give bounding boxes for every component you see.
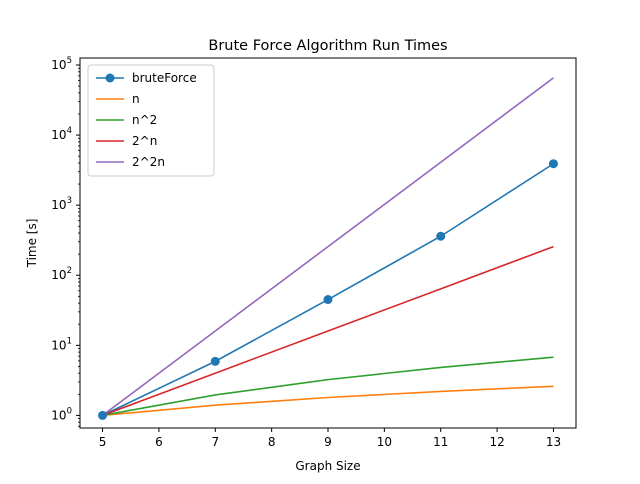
data-point-bruteForce <box>98 410 108 420</box>
y-tick-label: 100 <box>51 406 72 422</box>
y-tick-label: 101 <box>51 336 72 352</box>
y-axis-label: Time [s] <box>25 219 39 269</box>
series-line-n <box>102 385 554 417</box>
data-point-bruteForce <box>210 356 220 366</box>
legend: bruteForce n n^2 2^n 2^2n <box>87 64 215 177</box>
y-tick-label: 103 <box>51 196 72 212</box>
legend-marker <box>105 73 115 83</box>
y-axis: 100 101 102 103 104 105 <box>51 56 80 427</box>
x-tick-label: 5 <box>99 435 107 449</box>
legend-label: n^2 <box>132 113 157 127</box>
series-line-n^2 <box>102 356 554 417</box>
x-tick-label: 12 <box>489 435 504 449</box>
y-tick-label: 105 <box>51 56 72 72</box>
y-tick-label: 102 <box>51 266 72 282</box>
legend-label: 2^n <box>132 134 157 148</box>
x-axis: 5 6 7 8 9 10 11 12 13 <box>99 428 561 449</box>
legend-label: n <box>132 92 140 106</box>
y-tick-label: 104 <box>51 126 72 142</box>
data-point-bruteForce <box>323 295 333 305</box>
series-line-2^n <box>102 245 554 417</box>
legend-box <box>87 64 215 177</box>
x-tick-label: 8 <box>268 435 276 449</box>
x-tick-label: 13 <box>546 435 561 449</box>
x-axis-label: Graph Size <box>295 459 360 473</box>
x-tick-label: 10 <box>377 435 392 449</box>
chart-title: Brute Force Algorithm Run Times <box>208 38 447 54</box>
legend-label: bruteForce <box>132 71 197 85</box>
data-point-bruteForce <box>436 231 446 241</box>
x-tick-label: 7 <box>211 435 219 449</box>
series-layer <box>98 77 558 420</box>
series-line-2^2n <box>102 77 554 417</box>
data-point-bruteForce <box>548 159 558 169</box>
x-tick-label: 6 <box>155 435 163 449</box>
x-tick-label: 9 <box>324 435 332 449</box>
legend-label: 2^2n <box>132 155 165 169</box>
x-tick-label: 11 <box>433 435 448 449</box>
